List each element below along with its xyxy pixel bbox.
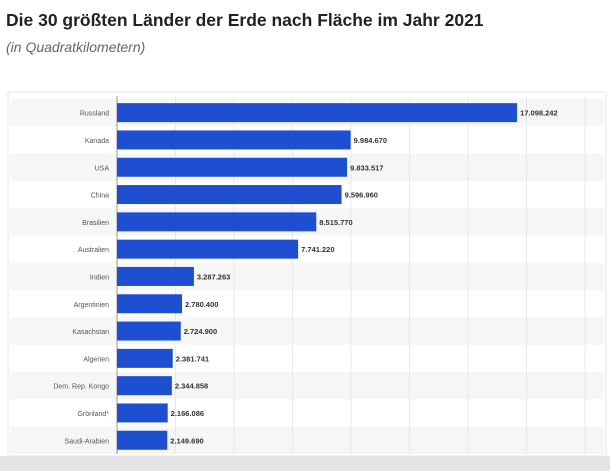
value-label: 2.166.086 [171, 409, 204, 418]
value-label: 3.287.263 [197, 272, 230, 281]
category-label: USA [95, 165, 110, 172]
bar-indien [117, 266, 194, 286]
value-label: 9.984.670 [354, 136, 387, 145]
category-label: Australien [78, 247, 109, 254]
row-stripe [10, 317, 604, 345]
category-label: Dem. Rep. Kongo [53, 384, 109, 391]
category-label: China [91, 193, 109, 200]
category-label: Argentinien [74, 302, 110, 309]
category-label: Algerien [83, 356, 109, 363]
bar-argentinien [117, 294, 183, 314]
bar-dem-rep-kongo [117, 376, 172, 396]
value-label: 9.596.960 [345, 191, 378, 200]
bar-saudi-arabien [117, 430, 168, 450]
bar-australien [117, 239, 299, 259]
category-label: Kasachstan [72, 329, 109, 336]
bar-usa [117, 157, 348, 177]
bar-brasilien [117, 212, 317, 232]
row-stripe [10, 426, 604, 454]
value-label: 2.724.900 [184, 327, 217, 336]
value-label: 2.149.690 [170, 436, 203, 445]
category-label: Indien [90, 274, 109, 281]
category-label: Grönland* [77, 411, 109, 418]
bar-russland [117, 103, 518, 123]
value-label: 8.515.770 [319, 218, 352, 227]
value-label: 2.381.741 [176, 354, 209, 363]
category-label: Kanada [85, 138, 109, 145]
bar-kanada [117, 130, 351, 150]
value-label: 2.344.858 [175, 382, 208, 391]
value-label: 7.741.220 [301, 245, 334, 254]
value-label: 17.098.242 [520, 109, 558, 118]
row-stripe [10, 372, 604, 400]
chart-title: Die 30 größten Länder der Erde nach Fläc… [6, 10, 484, 30]
row-stripe [10, 262, 604, 291]
value-label: 9.833.517 [350, 163, 383, 172]
chart-subtitle: (in Quadratkilometern) [6, 39, 146, 55]
category-label: Russland [80, 111, 109, 118]
bar-kasachstan [117, 321, 181, 341]
category-label: Brasilien [82, 220, 109, 227]
bar-china [117, 185, 342, 205]
value-label: 2.780.400 [185, 300, 218, 309]
category-label: Saudi-Arabien [65, 438, 109, 445]
bar-grönland- [117, 403, 168, 423]
bar-algerien [117, 348, 173, 368]
bottom-strip [0, 456, 610, 471]
